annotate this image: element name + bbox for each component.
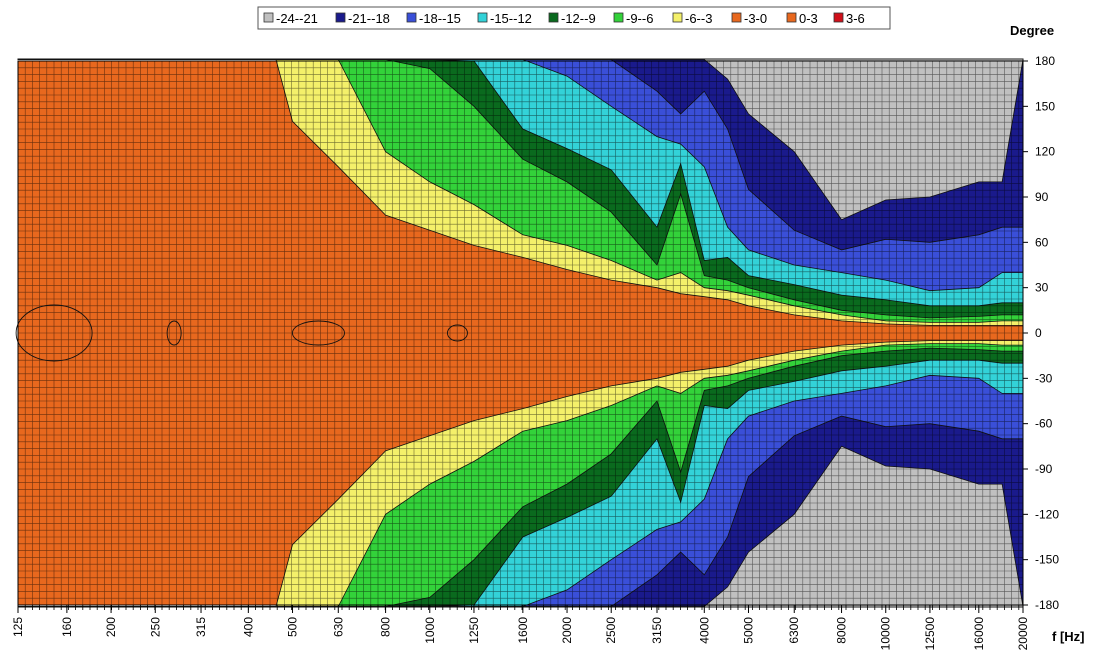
legend-label: -12--9: [561, 11, 596, 26]
legend-label: -18--15: [419, 11, 461, 26]
x-tick-label: 20000: [1016, 617, 1030, 651]
x-tick-label: 630: [331, 617, 345, 637]
x-tick-label: 315: [194, 617, 208, 637]
x-tick-label: 160: [60, 617, 74, 637]
legend-label: -24--21: [276, 11, 318, 26]
y-tick-label: -60: [1035, 417, 1053, 431]
x-tick-label: 1000: [423, 617, 437, 644]
x-axis: 125 160 200 250 315 400 500 630 800 1000 1250 1600 2…: [11, 605, 1030, 650]
y-tick-label: -180: [1035, 598, 1059, 612]
legend-label: -21--18: [348, 11, 390, 26]
legend-label: -15--12: [490, 11, 532, 26]
y-tick-label: 120: [1035, 145, 1055, 159]
legend-label: -3-0: [744, 11, 767, 26]
x-tick-label: 1250: [467, 617, 481, 644]
contour-loop: [447, 324, 468, 342]
x-tick-label: 8000: [835, 617, 849, 644]
legend-swatch: [477, 12, 488, 23]
legend-swatch: [833, 12, 844, 23]
y-tick-label: 150: [1035, 99, 1055, 113]
x-tick-label: 250: [148, 617, 162, 637]
contour-lines: [15, 304, 468, 362]
legend-swatch: [613, 12, 624, 23]
x-tick-label: 800: [379, 617, 393, 637]
x-tick-label: 125: [11, 617, 25, 637]
legend-swatch: [672, 12, 683, 23]
contour-loop: [166, 320, 182, 346]
contour-loop: [15, 304, 93, 362]
y-tick-label: -90: [1035, 462, 1053, 476]
legend-swatch: [335, 12, 346, 23]
x-tick-label: 400: [241, 617, 255, 637]
x-tick-label: 1600: [516, 617, 530, 644]
y-tick-label: 60: [1035, 235, 1049, 249]
x-tick-label: 6300: [787, 617, 801, 644]
y-tick-label: -120: [1035, 507, 1059, 521]
y-tick-label: 90: [1035, 190, 1049, 204]
legend-swatch: [786, 12, 797, 23]
legend-swatch: [263, 12, 274, 23]
legend-swatch: [406, 12, 417, 23]
x-tick-label: 200: [104, 617, 118, 637]
legend-swatch: [548, 12, 559, 23]
y-tick-label: -150: [1035, 553, 1059, 567]
x-tick-label: 10000: [879, 617, 893, 651]
x-tick-label: 16000: [972, 617, 986, 651]
y-tick-label: 180: [1035, 54, 1055, 68]
y-axis: 180 150 120 90 60 30 0 -30 -60 -90 -120 -150 -180: [1023, 54, 1059, 612]
legend-box: [257, 6, 891, 30]
grid-lines: [17, 60, 1023, 606]
x-tick-label: 500: [286, 617, 300, 637]
legend-label: -9--6: [626, 11, 653, 26]
y-axis-title: Degree: [1010, 23, 1054, 38]
legend-label: 0-3: [799, 11, 818, 26]
x-tick-label: 5000: [742, 617, 756, 644]
y-tick-label: 0: [1035, 326, 1042, 340]
x-tick-label: 2000: [560, 617, 574, 644]
contour-loop: [292, 320, 345, 346]
x-tick-label: 4000: [697, 617, 711, 644]
y-tick-label: -30: [1035, 371, 1053, 385]
x-tick-label: 2500: [604, 617, 618, 644]
legend-swatch: [731, 12, 742, 23]
x-tick-label: 12500: [923, 617, 937, 651]
grid-mesh: [17, 60, 1023, 606]
legend: -24--21 -21--18 -18--15 -15--12 -12--9 -9--6 -…: [257, 6, 891, 30]
y-tick-label: 30: [1035, 281, 1049, 295]
x-tick-label: 3150: [650, 617, 664, 644]
legend-label: -6--3: [685, 11, 712, 26]
x-axis-title: f [Hz]: [1052, 629, 1085, 644]
legend-label: 3-6: [846, 11, 865, 26]
